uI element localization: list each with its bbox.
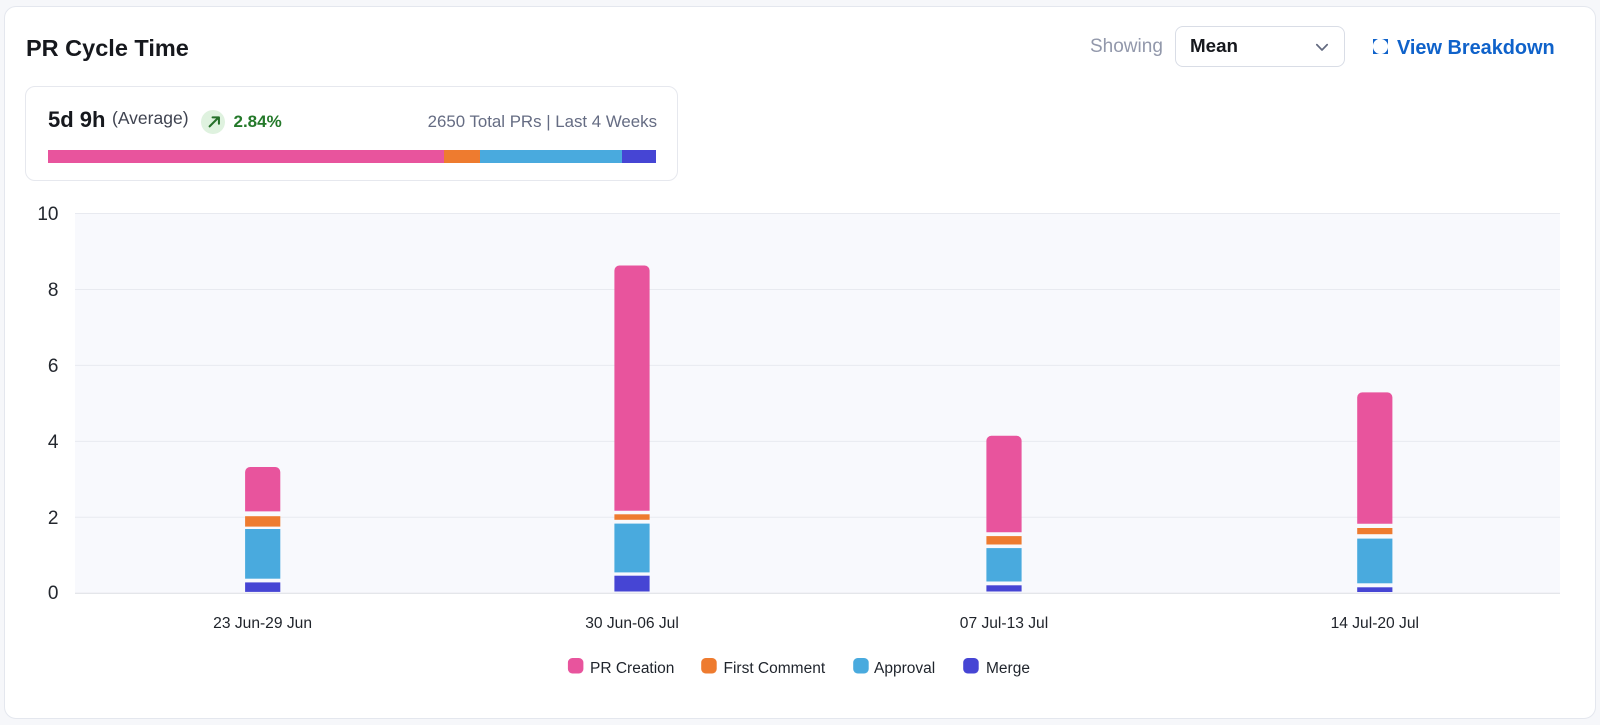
svg-text:8: 8 (48, 280, 59, 301)
svg-text:6: 6 (48, 356, 59, 377)
svg-text:PR Creation: PR Creation (590, 660, 674, 677)
svg-text:First Comment: First Comment (724, 660, 826, 677)
svg-text:Approval: Approval (874, 660, 935, 677)
svg-text:07 Jul-13 Jul: 07 Jul-13 Jul (960, 615, 1048, 632)
svg-text:10: 10 (37, 204, 58, 225)
svg-text:14 Jul-20 Jul: 14 Jul-20 Jul (1331, 615, 1419, 632)
svg-text:4: 4 (48, 432, 59, 453)
svg-text:23 Jun-29 Jun: 23 Jun-29 Jun (213, 615, 312, 632)
svg-text:2: 2 (48, 508, 59, 529)
svg-text:0: 0 (48, 583, 59, 604)
svg-text:Merge: Merge (986, 660, 1030, 677)
svg-text:30 Jun-06 Jul: 30 Jun-06 Jul (585, 615, 679, 632)
